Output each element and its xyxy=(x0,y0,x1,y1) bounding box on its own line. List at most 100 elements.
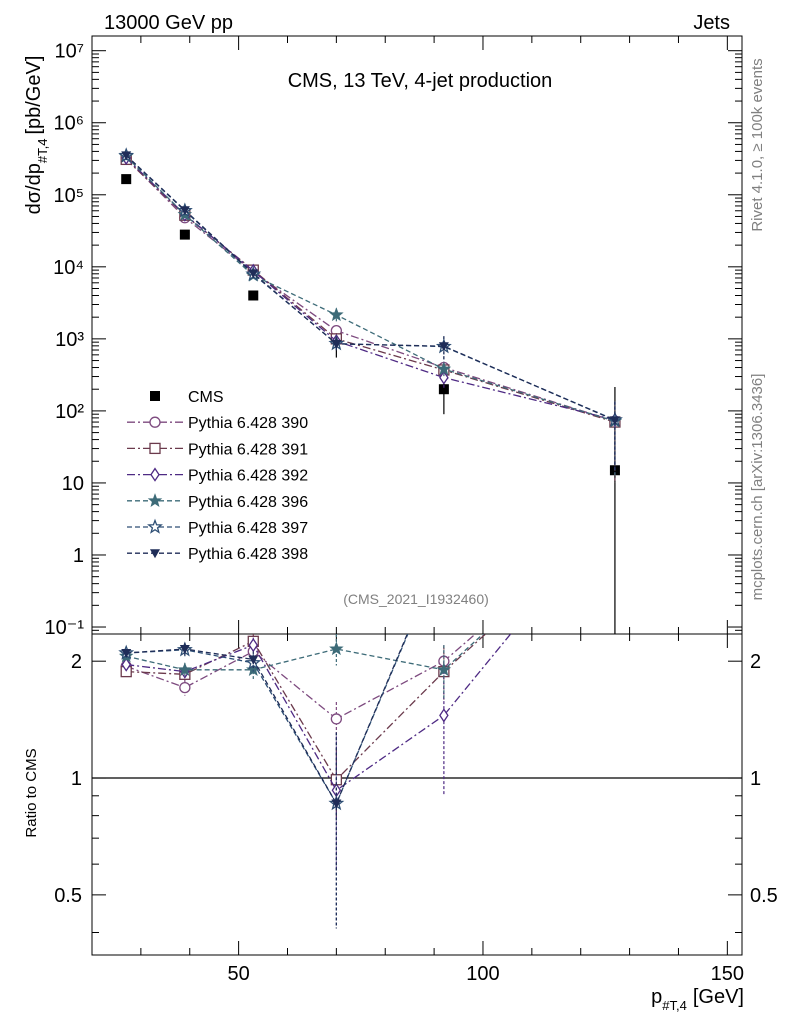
legend: CMS Pythia 6.428 390 Pythia 6.428 391 Pythi… xyxy=(127,389,308,563)
axis-ticks: 50 100 150 10⁻¹ 1 10 10² 10³ 10⁴ 10⁵ 10⁶ 10⁷ 0.5 0.5 1… xyxy=(45,36,778,985)
data-point xyxy=(436,662,452,677)
legend-label: Pythia 6.428 391 xyxy=(188,441,308,458)
header-left: 13000 GeV pp xyxy=(104,12,233,34)
data-point xyxy=(436,361,452,376)
y-title-sub: #T,4 xyxy=(35,139,50,164)
legend-label: Pythia 6.428 390 xyxy=(188,415,308,432)
data-point xyxy=(177,662,193,677)
data-point xyxy=(609,416,620,426)
legend-label: CMS xyxy=(188,389,224,406)
data-point xyxy=(329,641,344,656)
series-pythia-6-428-398 xyxy=(121,151,620,473)
data-point xyxy=(121,657,131,672)
ratio-series-pythia-6-428-398 xyxy=(121,542,449,929)
data-point xyxy=(150,549,160,559)
ratio-line xyxy=(125,634,477,720)
rivet-label: Rivet 4.1.0, ≥ 100k events xyxy=(749,58,766,231)
header-right: Jets xyxy=(693,12,730,34)
series-line xyxy=(125,156,616,422)
data-point xyxy=(438,542,450,554)
y-tick-label-main: 1 xyxy=(73,545,84,567)
y-tick-label-main: 10² xyxy=(55,401,84,423)
data-point xyxy=(331,799,342,809)
y-axis-title: dσ/dp#T,4 [pb/GeV] xyxy=(23,56,50,215)
data-point xyxy=(179,206,190,216)
x-tick-label: 150 xyxy=(711,963,744,985)
legend-label: Pythia 6.428 392 xyxy=(188,468,308,485)
x-axis-title: p#T,4 [GeV] xyxy=(651,986,744,1013)
x-title-main: p xyxy=(651,986,662,1008)
legend-item: Pythia 6.428 397 xyxy=(127,518,308,537)
y-tick-label-ratio: 1 xyxy=(71,768,82,790)
legend-item: Pythia 6.428 398 xyxy=(127,546,308,563)
legend-item: Pythia 6.428 392 xyxy=(127,467,308,485)
y-tick-label-ratio-right: 0.5 xyxy=(750,885,778,907)
ratio-plot-frame xyxy=(91,633,743,956)
y-title-main: dσ/dp xyxy=(23,163,45,214)
data-point xyxy=(329,307,344,322)
ratio-line xyxy=(126,634,409,805)
y-tick-label-ratio: 2 xyxy=(71,651,82,673)
y-tick-label-main: 10⁻¹ xyxy=(45,617,85,639)
ratio-line xyxy=(126,634,409,805)
series-line xyxy=(125,154,616,421)
data-point xyxy=(179,681,191,694)
y-tick-label-ratio-right: 2 xyxy=(750,651,761,673)
data-point xyxy=(147,518,163,534)
mcplots-label: mcplots.cern.ch [arXiv:1306.3436] xyxy=(749,374,766,601)
ratio-line xyxy=(126,634,487,781)
legend-item: Pythia 6.428 391 xyxy=(127,441,308,458)
data-point xyxy=(248,637,259,653)
legend-label: Pythia 6.428 398 xyxy=(188,546,308,563)
data-point xyxy=(149,416,161,428)
y-tick-label-ratio-right: 1 xyxy=(750,768,761,790)
data-point xyxy=(179,644,190,654)
legend-label: Pythia 6.428 396 xyxy=(188,494,308,511)
y-tick-label-main: 10⁴ xyxy=(53,257,84,279)
series-line xyxy=(125,157,616,421)
series-line xyxy=(125,158,616,423)
data-point xyxy=(121,648,132,658)
x-tick-label: 100 xyxy=(466,963,499,985)
analysis-label: (CMS_2021_I1932460) xyxy=(343,591,489,607)
svg-text:dσ/dp#T,4[pb/GeV]: dσ/dp#T,4 [pb/GeV] xyxy=(23,56,50,215)
data-point xyxy=(248,655,259,665)
y-tick-label-main: 10³ xyxy=(55,329,84,351)
chart-title: CMS, 13 TeV, 4-jet production xyxy=(288,70,553,92)
series-line xyxy=(125,157,616,422)
data-point xyxy=(439,542,449,551)
data-point xyxy=(121,174,132,185)
data-point xyxy=(438,342,449,352)
x-title-sub: #T,4 xyxy=(662,998,687,1013)
ratio-line xyxy=(126,634,485,671)
y-title-unit: [pb/GeV] xyxy=(23,56,45,135)
data-point xyxy=(330,713,343,725)
legend-item: Pythia 6.428 390 xyxy=(127,415,308,432)
data-point xyxy=(150,391,160,401)
y-tick-label-main: 10⁷ xyxy=(55,41,84,63)
x-title-unit: [GeV] xyxy=(693,986,744,1008)
data-point xyxy=(439,370,449,385)
series-line xyxy=(125,155,616,421)
data-point xyxy=(147,493,163,507)
y-tick-label-ratio: 0.5 xyxy=(54,885,82,907)
y-tick-label-main: 10 xyxy=(62,473,84,495)
data-point xyxy=(121,151,132,161)
data-point xyxy=(150,467,160,482)
series-pythia-6-428-391 xyxy=(120,153,621,483)
legend-item: CMS xyxy=(150,389,224,406)
legend-label: Pythia 6.428 397 xyxy=(188,520,308,537)
ratio-axis-title: Ratio to CMS xyxy=(23,748,40,837)
data-point xyxy=(438,384,449,395)
main-plot xyxy=(118,147,623,634)
ratio-plot xyxy=(92,542,742,929)
data-point xyxy=(149,442,161,455)
data-point xyxy=(248,269,259,279)
ratio-line xyxy=(126,634,512,792)
x-tick-label: 50 xyxy=(227,963,249,985)
data-point xyxy=(439,708,449,723)
main-plot-frame xyxy=(91,35,743,635)
data-point xyxy=(331,339,342,349)
y-tick-label-main: 10⁶ xyxy=(54,113,84,135)
legend-item: Pythia 6.428 396 xyxy=(127,493,308,511)
